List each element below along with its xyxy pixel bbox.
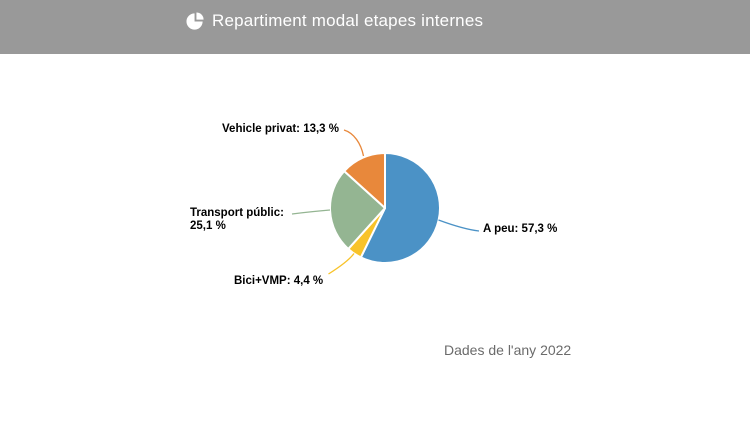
pie-label-a-peu: A peu: 57,3 % [483,223,558,235]
chart-title: Repartiment modal etapes internes [212,11,484,30]
pie-label-transport-public: Transport públic: 25,1 % [190,207,284,232]
header-content: Repartiment modal etapes internes [186,11,483,31]
pie-slice-transport-p-blic[interactable] [329,170,386,250]
leader-line-a-peu [438,219,480,232]
pie-label-vehicle-privat: Vehicle privat: 13,3 % [222,123,339,135]
leader-line-vehicle-privat [343,129,365,157]
leader-line-bici-vmp [328,253,355,275]
pie-slice-vehicle-privat[interactable] [343,152,386,209]
pie-slices [329,152,441,264]
pie-label-bici-vmp: Bici+VMP: 4,4 % [234,275,324,287]
pie-chart-icon [186,11,204,30]
caption: Dades de l'any 2022 [444,342,572,358]
leader-line-transport-public [291,209,331,215]
header-bar: Repartiment modal etapes internes [0,0,750,54]
